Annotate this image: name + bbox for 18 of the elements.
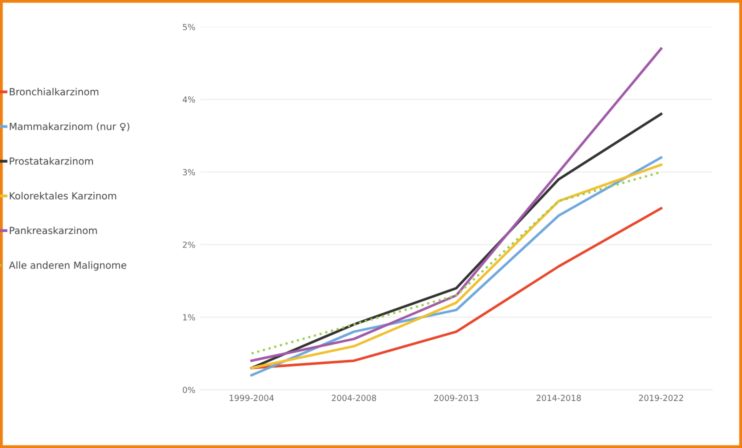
- x-tick-label: 2004-2008: [332, 394, 376, 402]
- legend-label: Alle anderen Malignome: [8, 261, 126, 271]
- y-tick-label: 5%: [182, 24, 196, 30]
- legend-label: Bronchialkarzinom: [10, 88, 98, 96]
- legend-label: Kolorektales Karzinom: [10, 192, 116, 200]
- x-tick-label: 2009-2013: [434, 394, 478, 402]
- y-tick-label: 3%: [182, 169, 196, 176]
- legend-label: Prostatakarzinom: [10, 157, 93, 165]
- x-tick-label: 1999-2004: [230, 394, 274, 402]
- y-tick-label: 4%: [182, 96, 196, 103]
- legend-label: Mammakarzinom (nur ♀): [10, 122, 130, 132]
- x-tick-label: 2014-2018: [536, 394, 581, 402]
- line-series: [250, 47, 662, 362]
- legend-label: Pankreaskarzinom: [10, 226, 97, 234]
- x-tick-label: 2019-2022: [639, 394, 683, 402]
- y-tick-label: 0%: [182, 386, 196, 394]
- y-tick-label: 2%: [182, 242, 196, 248]
- y-tick-label: 1%: [183, 314, 196, 320]
